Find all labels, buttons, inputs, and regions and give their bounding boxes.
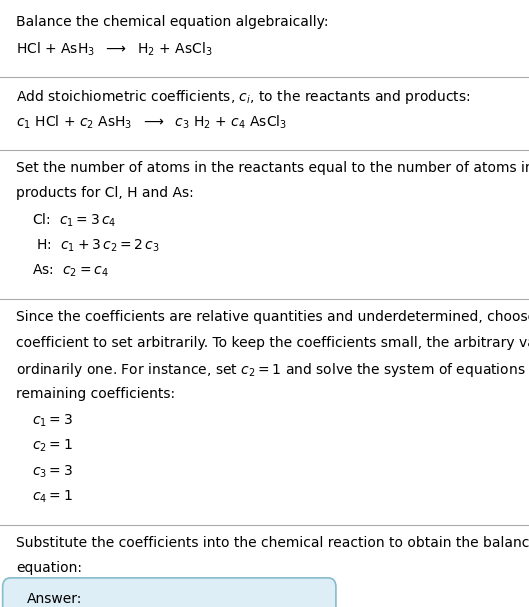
Text: $c_1 = 3$: $c_1 = 3$ [32, 412, 72, 429]
Text: H:  $c_1 + 3\,c_2 = 2\,c_3$: H: $c_1 + 3\,c_2 = 2\,c_3$ [32, 237, 160, 254]
Text: $c_1$ HCl + $c_2$ AsH$_3$  $\longrightarrow$  $c_3$ H$_2$ + $c_4$ AsCl$_3$: $c_1$ HCl + $c_2$ AsH$_3$ $\longrightarr… [16, 114, 287, 131]
Text: Cl:  $c_1 = 3\,c_4$: Cl: $c_1 = 3\,c_4$ [32, 212, 116, 229]
Text: As:  $c_2 = c_4$: As: $c_2 = c_4$ [32, 263, 108, 279]
Text: $c_2 = 1$: $c_2 = 1$ [32, 438, 72, 454]
Text: Substitute the coefficients into the chemical reaction to obtain the balanced: Substitute the coefficients into the che… [16, 536, 529, 550]
Text: Balance the chemical equation algebraically:: Balance the chemical equation algebraica… [16, 15, 329, 29]
Text: Since the coefficients are relative quantities and underdetermined, choose a: Since the coefficients are relative quan… [16, 310, 529, 324]
Text: equation:: equation: [16, 561, 82, 575]
Text: remaining coefficients:: remaining coefficients: [16, 387, 175, 401]
Text: products for Cl, H and As:: products for Cl, H and As: [16, 186, 194, 200]
Text: Add stoichiometric coefficients, $c_i$, to the reactants and products:: Add stoichiometric coefficients, $c_i$, … [16, 88, 470, 106]
Text: HCl + AsH$_3$  $\longrightarrow$  H$_2$ + AsCl$_3$: HCl + AsH$_3$ $\longrightarrow$ H$_2$ + … [16, 41, 213, 58]
Text: ordinarily one. For instance, set $c_2 = 1$ and solve the system of equations fo: ordinarily one. For instance, set $c_2 =… [16, 361, 529, 379]
Text: $c_3 = 3$: $c_3 = 3$ [32, 463, 72, 480]
Text: Answer:: Answer: [26, 592, 82, 606]
FancyBboxPatch shape [3, 578, 336, 607]
Text: $c_4 = 1$: $c_4 = 1$ [32, 489, 72, 505]
Text: Set the number of atoms in the reactants equal to the number of atoms in the: Set the number of atoms in the reactants… [16, 161, 529, 175]
Text: coefficient to set arbitrarily. To keep the coefficients small, the arbitrary va: coefficient to set arbitrarily. To keep … [16, 336, 529, 350]
